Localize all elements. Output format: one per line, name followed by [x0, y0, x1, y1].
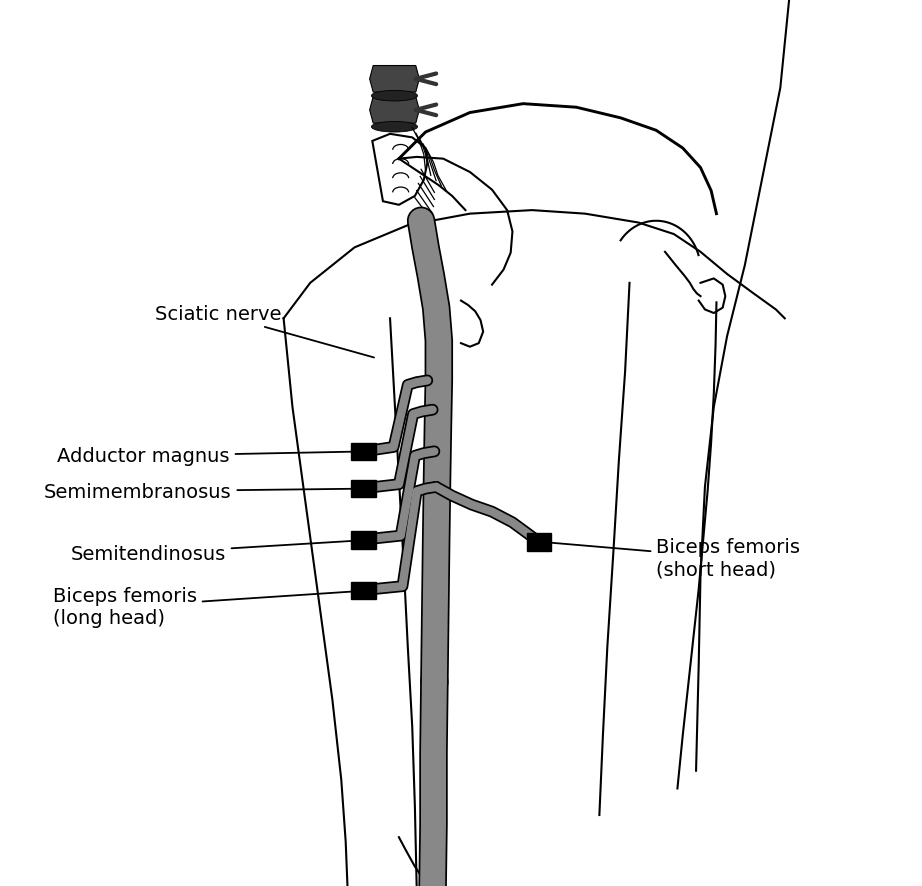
Text: Biceps femoris
(long head): Biceps femoris (long head): [53, 587, 363, 627]
Polygon shape: [370, 97, 420, 124]
Ellipse shape: [372, 122, 418, 133]
Text: Sciatic nerve: Sciatic nerve: [155, 305, 374, 358]
Polygon shape: [351, 443, 376, 461]
Polygon shape: [351, 480, 376, 498]
Polygon shape: [526, 533, 551, 551]
Text: Semimembranosus: Semimembranosus: [44, 482, 363, 501]
Polygon shape: [351, 582, 376, 600]
Ellipse shape: [372, 91, 418, 102]
Text: Adductor magnus: Adductor magnus: [57, 447, 365, 466]
Text: Biceps femoris
(short head): Biceps femoris (short head): [544, 538, 800, 579]
Polygon shape: [370, 66, 420, 93]
Polygon shape: [351, 532, 376, 549]
Text: Semitendinosus: Semitendinosus: [71, 540, 363, 563]
